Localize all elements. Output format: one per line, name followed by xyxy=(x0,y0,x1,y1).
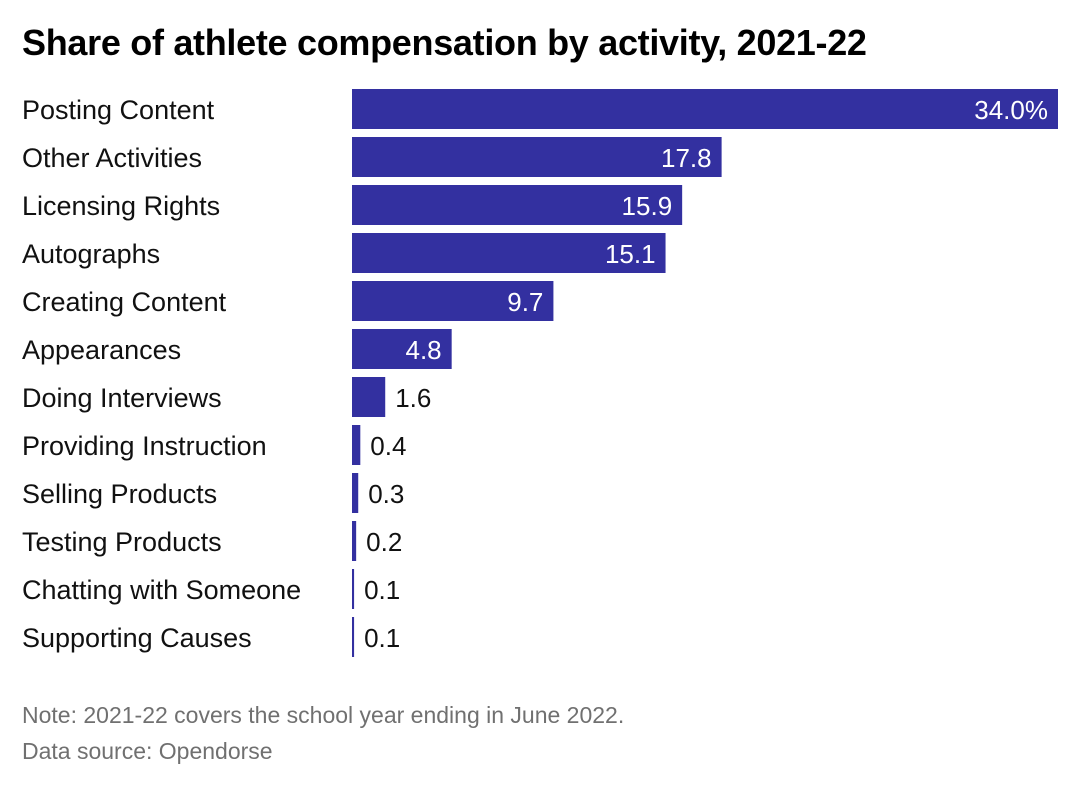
data-source: Data source: Opendorse xyxy=(22,738,273,764)
bar xyxy=(352,425,361,465)
data-label: 0.1 xyxy=(364,575,400,605)
bar xyxy=(352,89,1058,129)
data-label: 0.2 xyxy=(366,527,402,557)
chart-note: Note: 2021-22 covers the school year end… xyxy=(22,702,625,728)
data-label: 17.8 xyxy=(661,143,712,173)
bar xyxy=(352,473,359,513)
category-label: Appearances xyxy=(22,335,181,365)
bar xyxy=(352,377,386,417)
data-label: 15.9 xyxy=(622,191,673,221)
category-label: Posting Content xyxy=(22,95,215,125)
bar xyxy=(352,185,683,225)
bar xyxy=(352,137,722,177)
data-label: 1.6 xyxy=(395,383,431,413)
data-label: 15.1 xyxy=(605,239,656,269)
data-label: 9.7 xyxy=(507,287,543,317)
bar xyxy=(352,569,355,609)
category-label: Doing Interviews xyxy=(22,383,222,413)
bar xyxy=(352,281,554,321)
data-label: 0.3 xyxy=(368,479,404,509)
chart-title: Share of athlete compensation by activit… xyxy=(22,22,867,63)
data-label: 0.1 xyxy=(364,623,400,653)
category-label: Providing Instruction xyxy=(22,431,267,461)
bar xyxy=(352,329,452,369)
category-label: Chatting with Someone xyxy=(22,575,301,605)
data-label: 4.8 xyxy=(406,335,442,365)
bar xyxy=(352,233,666,273)
bar xyxy=(352,617,355,657)
data-label: 0.4 xyxy=(370,431,406,461)
category-label: Other Activities xyxy=(22,143,202,173)
category-label: Autographs xyxy=(22,239,160,269)
category-label: Supporting Causes xyxy=(22,623,252,653)
category-label: Testing Products xyxy=(22,527,222,557)
category-label: Creating Content xyxy=(22,287,227,317)
bar xyxy=(352,521,357,561)
category-label: Licensing Rights xyxy=(22,191,220,221)
data-label: 34.0% xyxy=(974,95,1048,125)
bar-chart: Posting Content 34.0% Other Activities 17.8… xyxy=(22,89,1058,657)
category-label: Selling Products xyxy=(22,479,217,509)
